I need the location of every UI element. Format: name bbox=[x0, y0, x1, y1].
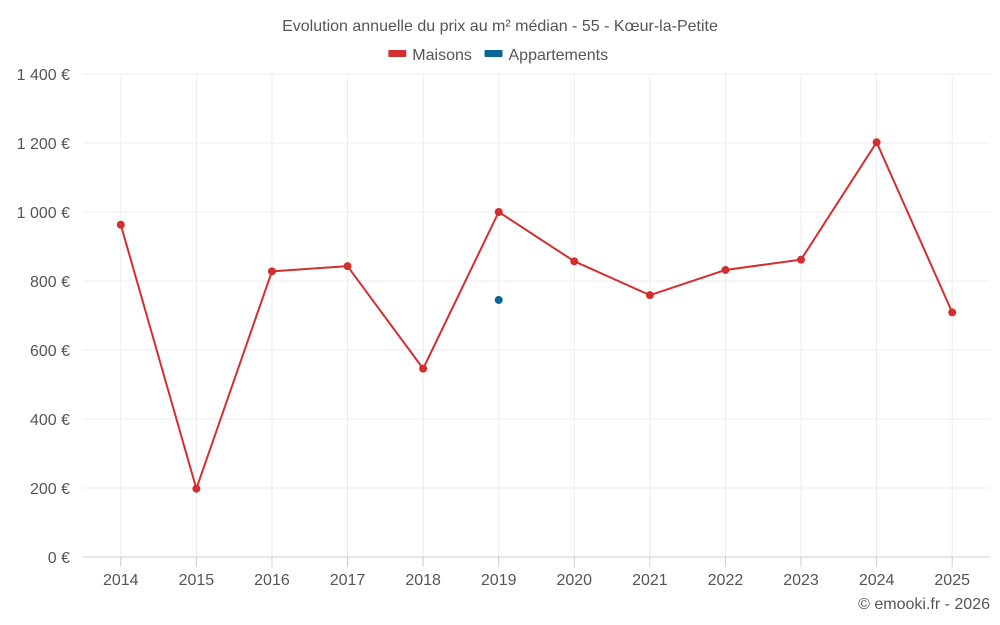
data-point[interactable] bbox=[494, 295, 503, 304]
y-tick-label: 200 € bbox=[30, 481, 70, 498]
data-point[interactable] bbox=[267, 267, 276, 276]
x-tick-label: 2016 bbox=[254, 572, 290, 589]
y-tick-label: 400 € bbox=[30, 412, 70, 429]
x-tick-label: 2022 bbox=[708, 572, 744, 589]
y-tick-label: 1 200 € bbox=[17, 136, 70, 153]
legend-item[interactable]: Appartements bbox=[484, 47, 609, 64]
y-axis-ticks: 0 € 200 € 400 € 600 € 800 € 1 000 € 1 200 € 1 4… bbox=[17, 67, 70, 567]
x-tick-label: 2020 bbox=[556, 572, 592, 589]
x-tick-label: 2021 bbox=[632, 572, 668, 589]
x-tick-label: 2024 bbox=[859, 572, 895, 589]
x-tick-label: 2025 bbox=[934, 572, 970, 589]
data-point[interactable] bbox=[570, 257, 579, 266]
credit-text: © emooki.fr - 2026 bbox=[858, 596, 990, 613]
legend-swatch bbox=[484, 50, 503, 57]
x-axis-ticks: 2014 2015 2016 2017 2018 2019 2020 2021 2022 2023… bbox=[103, 557, 970, 589]
data-point[interactable] bbox=[494, 208, 503, 216]
legend-swatch bbox=[388, 50, 407, 57]
chart-title: Evolution annuelle du prix au m² médian … bbox=[282, 18, 718, 35]
x-tick-label: 2017 bbox=[330, 572, 366, 589]
legend-item[interactable]: Maisons bbox=[388, 47, 472, 64]
x-tick-label: 2023 bbox=[783, 572, 819, 589]
y-gridlines bbox=[83, 73, 990, 489]
data-point[interactable] bbox=[721, 265, 730, 274]
x-tick-label: 2018 bbox=[405, 572, 441, 589]
y-tick-label: 600 € bbox=[30, 343, 70, 360]
y-tick-label: 1 000 € bbox=[17, 205, 70, 222]
x-tick-label: 2014 bbox=[103, 572, 139, 589]
y-tick-label: 800 € bbox=[30, 274, 70, 291]
series-layer bbox=[116, 138, 957, 493]
legend: Maisons Appartements bbox=[388, 47, 608, 64]
data-point[interactable] bbox=[797, 255, 806, 264]
data-point[interactable] bbox=[343, 262, 352, 271]
legend-label: Maisons bbox=[412, 47, 472, 64]
data-point[interactable] bbox=[116, 220, 125, 229]
y-tick-label: 1 400 € bbox=[17, 67, 70, 84]
x-tick-label: 2015 bbox=[179, 572, 215, 589]
x-tick-label: 2019 bbox=[481, 572, 517, 589]
series-maisons bbox=[116, 138, 957, 493]
series-line bbox=[119, 141, 954, 490]
data-point[interactable] bbox=[645, 291, 654, 300]
data-point[interactable] bbox=[192, 484, 201, 493]
y-tick-label: 0 € bbox=[48, 550, 70, 567]
data-point[interactable] bbox=[419, 364, 428, 373]
legend-label: Appartements bbox=[509, 47, 609, 64]
series-appartements bbox=[494, 295, 503, 304]
data-point[interactable] bbox=[948, 308, 957, 317]
x-gridlines bbox=[120, 74, 953, 557]
data-point[interactable] bbox=[872, 138, 881, 147]
